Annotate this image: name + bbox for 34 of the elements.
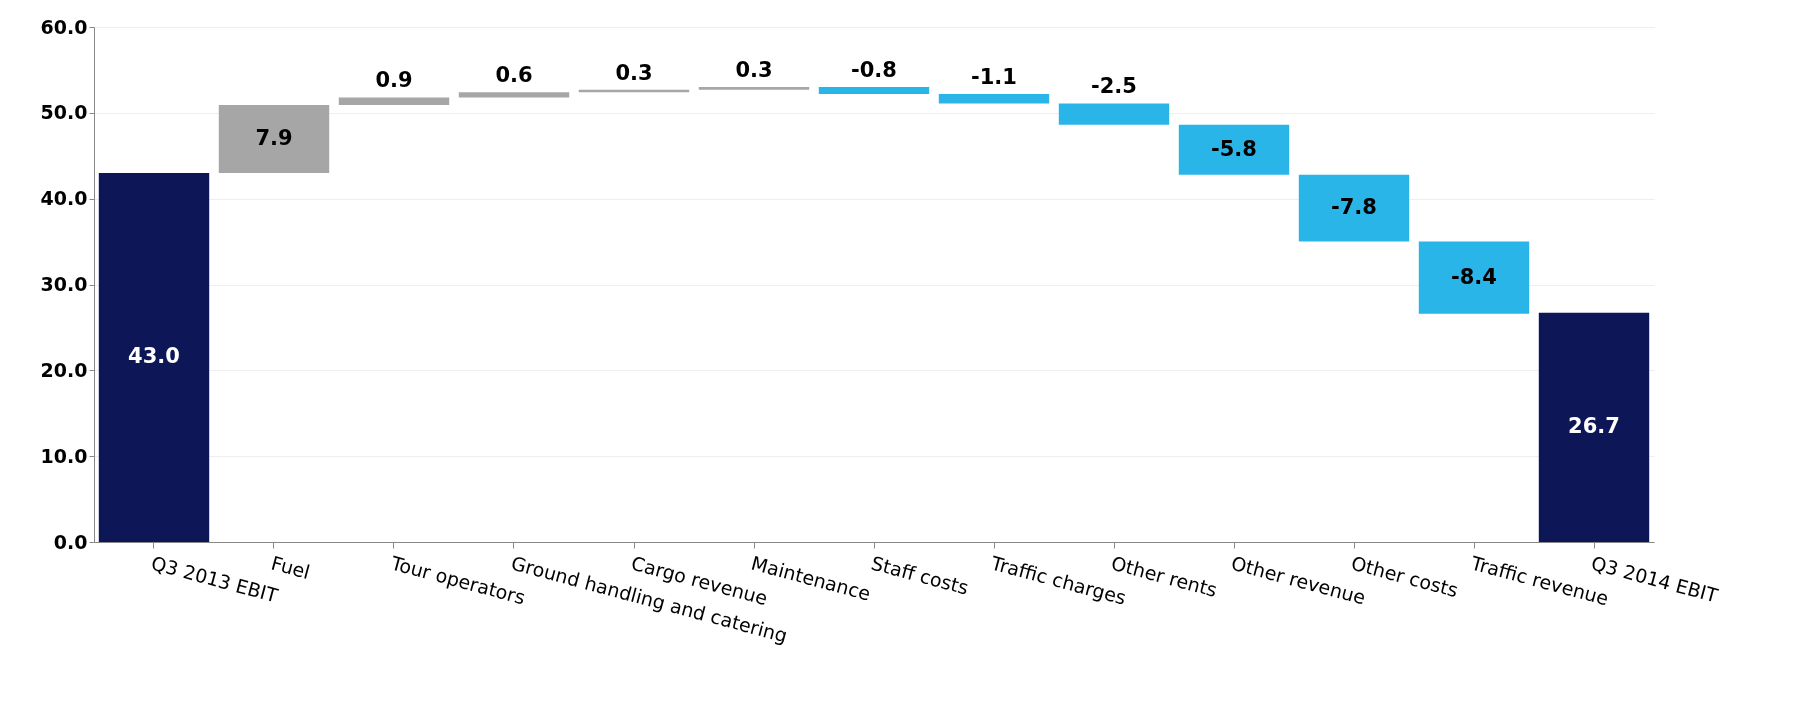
- bar: [1058, 103, 1170, 125]
- data-label: -1.1: [971, 64, 1017, 89]
- y-tick-label: 10.0: [40, 444, 88, 467]
- data-label: 0.3: [615, 60, 653, 85]
- bar: [1538, 312, 1650, 542]
- bar: [458, 92, 570, 98]
- y-tick-label: 0.0: [53, 530, 88, 553]
- bar: [338, 97, 450, 106]
- y-tick-label: 40.0: [40, 187, 88, 210]
- y-tick-label: 20.0: [40, 358, 88, 381]
- data-label: 0.9: [375, 68, 413, 93]
- x-tick-label: Staff costs: [869, 551, 971, 599]
- bar: [938, 93, 1050, 104]
- bar: [1178, 124, 1290, 175]
- bar: [218, 105, 330, 173]
- data-label: 7.9: [255, 126, 293, 151]
- bar: [1298, 174, 1410, 242]
- bar: [1418, 241, 1530, 314]
- y-tick-label: 60.0: [40, 15, 88, 38]
- data-label: -2.5: [1091, 74, 1137, 99]
- data-label: 26.7: [1568, 414, 1620, 439]
- x-tick-label: Fuel: [269, 551, 313, 583]
- data-label: -7.8: [1331, 195, 1377, 220]
- data-label: 0.6: [495, 63, 533, 88]
- data-label: 0.3: [735, 58, 773, 83]
- bar: [818, 87, 930, 94]
- y-tick-label: 50.0: [40, 101, 88, 124]
- data-label: -5.8: [1211, 136, 1257, 161]
- data-label: -8.4: [1451, 264, 1497, 289]
- bar: [98, 172, 210, 542]
- bar: [698, 87, 810, 90]
- y-tick-label: 30.0: [40, 273, 88, 295]
- data-label: -0.8: [851, 58, 897, 83]
- data-label: 43.0: [128, 344, 180, 369]
